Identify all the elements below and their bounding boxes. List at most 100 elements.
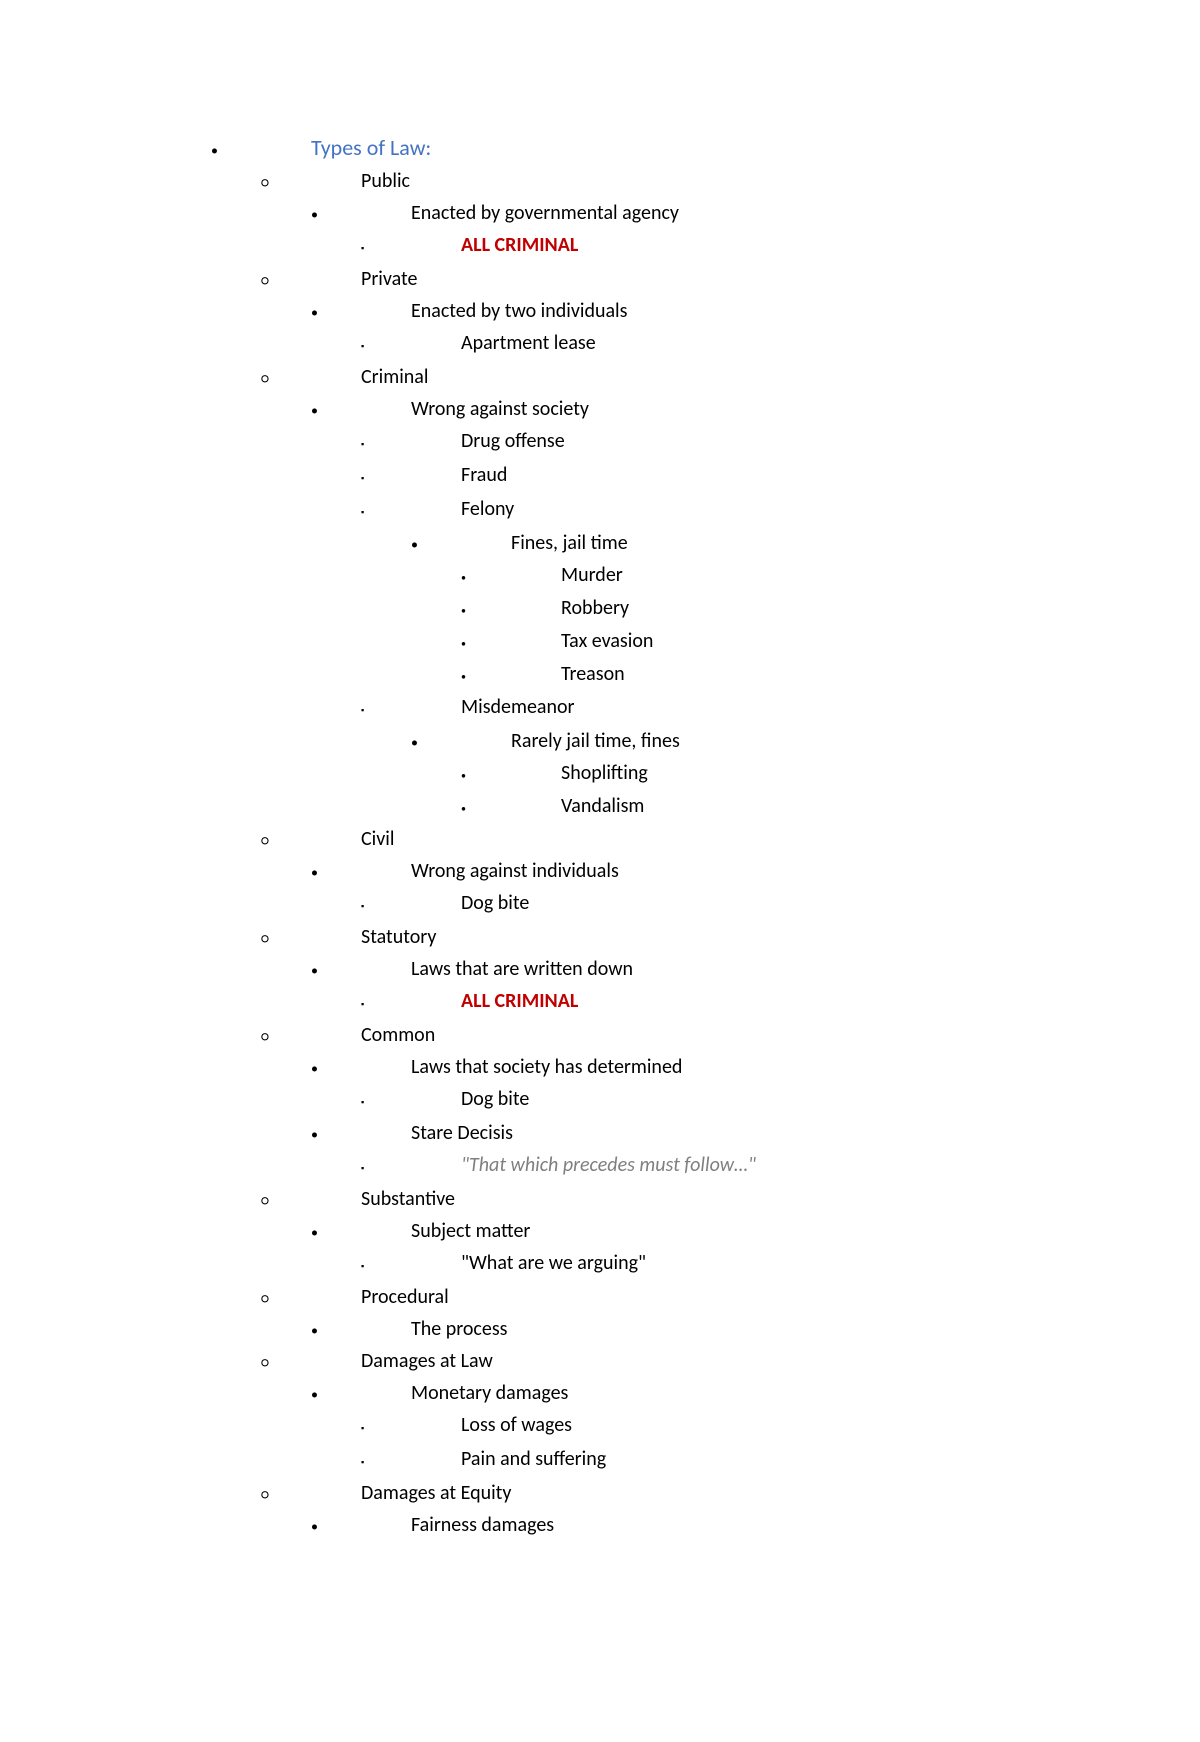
outline-item: •Enacted by governmental agency (165, 198, 1200, 230)
bullet-icon: • (311, 200, 411, 230)
bullet-icon: ○ (261, 266, 361, 296)
outline-text: Laws that are written down (411, 954, 633, 984)
outline-text: Monetary damages (411, 1378, 568, 1408)
bullet-icon: • (461, 629, 561, 659)
bullet-icon: ▪ (361, 1154, 461, 1184)
bullet-icon: ○ (261, 826, 361, 856)
outline-item: ▪ALL CRIMINAL (165, 230, 1200, 264)
outline-item: ▪"What are we arguing" (165, 1248, 1200, 1282)
outline-item: •Vandalism (165, 791, 1200, 824)
outline-item: •Enacted by two individuals (165, 296, 1200, 328)
outline-item: •Wrong against individuals (165, 856, 1200, 888)
outline-text: Common (361, 1020, 435, 1050)
bullet-icon: ▪ (361, 498, 461, 528)
outline-text: Statutory (361, 922, 436, 952)
outline-item: ▪Fraud (165, 460, 1200, 494)
bullet-icon: • (461, 596, 561, 626)
bullet-icon: • (461, 563, 561, 593)
outline-text: Wrong against society (411, 394, 589, 424)
outline-text: Substantive (361, 1184, 455, 1214)
bullet-icon: ○ (261, 168, 361, 198)
outline-item: ○Damages at Equity (165, 1478, 1200, 1510)
outline-text: Treason (561, 659, 625, 689)
outline-item: ○Statutory (165, 922, 1200, 954)
outline-item: •Tax evasion (165, 626, 1200, 659)
bullet-icon: • (311, 1120, 411, 1150)
outline-item: ▪Drug offense (165, 426, 1200, 460)
bullet-icon: • (411, 530, 511, 560)
outline-text: Fairness damages (411, 1510, 554, 1540)
bullet-icon: • (311, 956, 411, 986)
outline-text: Felony (461, 494, 514, 524)
bullet-icon: • (461, 662, 561, 692)
outline-text: Apartment lease (461, 328, 596, 358)
outline-item: ○Private (165, 264, 1200, 296)
bullet-icon: • (311, 298, 411, 328)
outline-item: ▪Felony (165, 494, 1200, 528)
bullet-icon: ▪ (361, 234, 461, 264)
bullet-icon: • (311, 1380, 411, 1410)
outline-text: Dog bite (461, 1084, 529, 1114)
bullet-icon: ▪ (361, 990, 461, 1020)
bullet-icon: ▪ (361, 696, 461, 726)
outline-item: •Murder (165, 560, 1200, 593)
bullet-icon: ○ (261, 1022, 361, 1052)
outline-item: ▪ALL CRIMINAL (165, 986, 1200, 1020)
bullet-icon: ○ (261, 364, 361, 394)
bullet-icon: ○ (261, 924, 361, 954)
outline-item: •Stare Decisis (165, 1118, 1200, 1150)
outline-text: "That which precedes must follow…" (461, 1150, 756, 1180)
outline-item: ▪Misdemeanor (165, 692, 1200, 726)
outline-item: •Wrong against society (165, 394, 1200, 426)
outline-item: ○Civil (165, 824, 1200, 856)
outline-text: Public (361, 166, 410, 196)
outline-text: Procedural (361, 1282, 449, 1312)
outline-item: •Rarely jail time, fines (165, 726, 1200, 758)
bullet-icon: • (461, 761, 561, 791)
bullet-icon: • (461, 794, 561, 824)
outline-item: ▪"That which precedes must follow…" (165, 1150, 1200, 1184)
outline-item: ○Public (165, 166, 1200, 198)
outline-item: •Fines, jail time (165, 528, 1200, 560)
outline-item: •Laws that are written down (165, 954, 1200, 986)
outline-text: Dog bite (461, 888, 529, 918)
outline-text: Laws that society has determined (411, 1052, 682, 1082)
bullet-icon: ○ (261, 1284, 361, 1314)
outline-text: Types of Law: (311, 133, 431, 163)
outline-text: Damages at Equity (361, 1478, 511, 1508)
bullet-icon: • (311, 858, 411, 888)
outline-text: Drug offense (461, 426, 565, 456)
outline-item: ▪Apartment lease (165, 328, 1200, 362)
bullet-icon: • (311, 1316, 411, 1346)
outline-item: ○Common (165, 1020, 1200, 1052)
bullet-icon: ▪ (361, 430, 461, 460)
bullet-icon: ▪ (361, 1448, 461, 1478)
outline-list: •Types of Law:○Public•Enacted by governm… (165, 133, 1200, 1542)
bullet-icon: ○ (261, 1348, 361, 1378)
outline-item: ▪Loss of wages (165, 1410, 1200, 1444)
document-page: •Types of Law:○Public•Enacted by governm… (0, 0, 1200, 1742)
outline-text: Civil (361, 824, 394, 854)
bullet-icon: ○ (261, 1186, 361, 1216)
outline-text: Damages at Law (361, 1346, 493, 1376)
outline-text: ALL CRIMINAL (461, 986, 578, 1016)
outline-text: Tax evasion (561, 626, 653, 656)
outline-item: •Monetary damages (165, 1378, 1200, 1410)
outline-item: ▪Dog bite (165, 1084, 1200, 1118)
outline-item: •Shoplifting (165, 758, 1200, 791)
outline-text: Vandalism (561, 791, 644, 821)
outline-item: ▪Pain and suffering (165, 1444, 1200, 1478)
bullet-icon: ▪ (361, 1414, 461, 1444)
outline-text: Shoplifting (561, 758, 648, 788)
bullet-icon: ▪ (361, 1088, 461, 1118)
bullet-icon: • (311, 1218, 411, 1248)
outline-item: •Fairness damages (165, 1510, 1200, 1542)
outline-text: Murder (561, 560, 623, 590)
outline-text: "What are we arguing" (461, 1248, 646, 1278)
outline-item: •Types of Law: (165, 133, 1200, 166)
outline-text: The process (411, 1314, 507, 1344)
outline-text: Private (361, 264, 417, 294)
bullet-icon: • (411, 728, 511, 758)
outline-text: ALL CRIMINAL (461, 230, 578, 260)
outline-text: Stare Decisis (411, 1118, 513, 1148)
